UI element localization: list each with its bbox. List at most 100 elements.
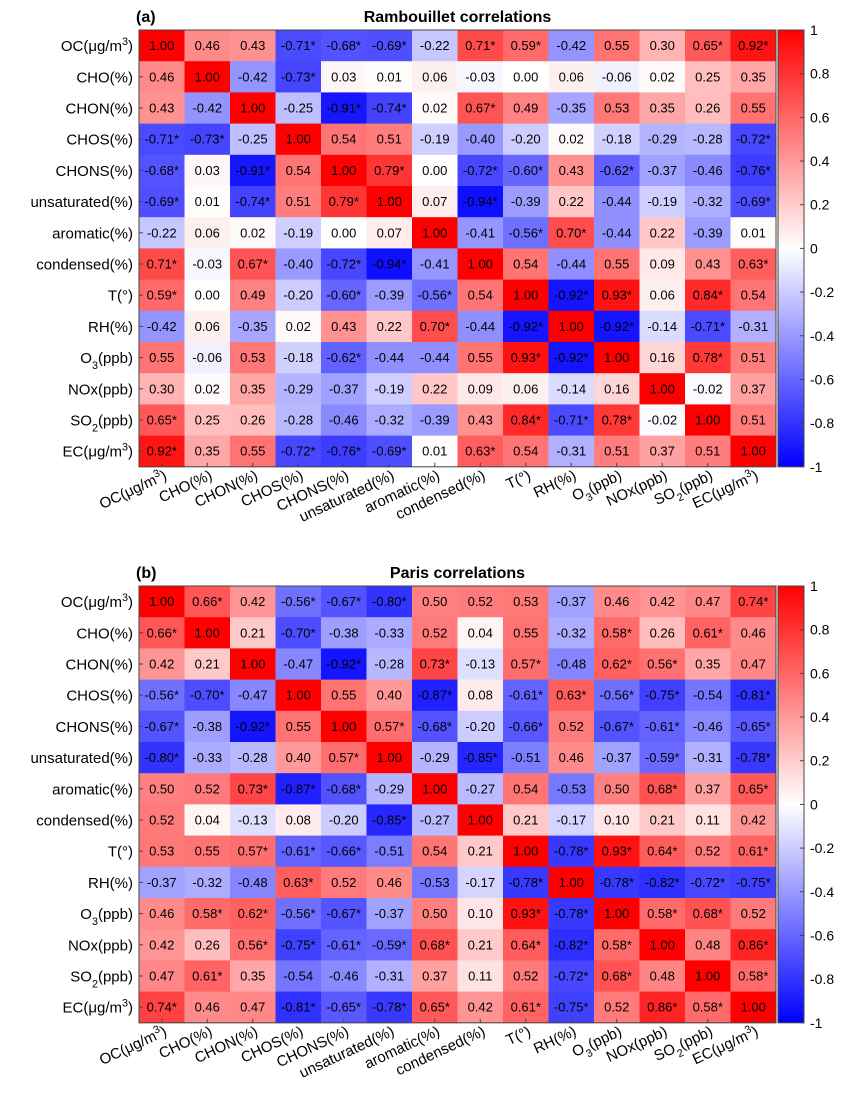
cell-value-label: -0.66* <box>508 719 543 734</box>
heatmap-cell <box>548 404 595 436</box>
cell-value-label: 0.55 <box>604 38 629 53</box>
row-label: RH(%) <box>88 875 133 892</box>
row-label: CHON(%) <box>66 657 134 674</box>
chart-title: Rambouillet correlations <box>364 9 552 26</box>
cell-value-label: -0.38 <box>192 719 222 734</box>
cell-value-label: 0.63* <box>738 257 768 272</box>
heatmap-cell <box>366 248 413 280</box>
heatmap-cell <box>457 991 504 1024</box>
row-label: RH(%) <box>88 319 133 336</box>
cell-value-label: -0.72* <box>326 257 361 272</box>
heatmap-cell <box>457 773 504 805</box>
cell-value-label: 0.46 <box>149 69 174 84</box>
cell-value-label: 0.65* <box>693 38 723 53</box>
cell-value-label: -0.61* <box>508 688 543 703</box>
heatmap-cell <box>366 773 413 805</box>
heatmap-cell <box>639 123 686 156</box>
cell-value-label: 0.46 <box>559 750 584 765</box>
heatmap-cell <box>548 835 595 868</box>
heatmap-cell <box>275 435 322 468</box>
cell-value-label: -0.69* <box>736 194 771 209</box>
heatmap-cell <box>230 960 276 992</box>
heatmap-cell <box>730 960 777 992</box>
cell-value-label: -0.42 <box>147 319 177 334</box>
heatmap-cell <box>594 866 640 899</box>
cell-value-label: 0.59* <box>511 38 541 53</box>
cell-value-label: 0.92* <box>738 38 768 53</box>
cell-value-label: 0.65* <box>420 1000 450 1015</box>
heatmap-cell <box>321 217 367 249</box>
cell-value-label: -0.02 <box>647 413 677 428</box>
cell-value-label: 0.46 <box>377 875 402 890</box>
heatmap-cell <box>503 248 549 280</box>
heatmap-cell <box>685 310 731 343</box>
cell-value-label: -0.78* <box>508 875 543 890</box>
cell-value-label: -0.76* <box>736 163 771 178</box>
heatmap-cell <box>139 154 185 187</box>
heatmap-cell <box>639 586 686 618</box>
heatmap-cell <box>321 742 367 774</box>
heatmap-cell <box>730 248 777 280</box>
heatmap-cell <box>685 960 731 992</box>
heatmap-cell <box>548 742 595 774</box>
colorbar-tick-label: -1 <box>810 459 823 475</box>
cell-value-label: 1.00 <box>741 444 766 459</box>
heatmap-cell <box>412 742 458 774</box>
cell-value-label: 0.06 <box>195 225 220 240</box>
heatmap-cell <box>548 929 595 961</box>
cell-value-label: -0.69* <box>372 444 407 459</box>
cell-value-label: 0.61* <box>511 1000 541 1015</box>
heatmap-cell <box>594 679 640 712</box>
heatmap-cell <box>139 217 185 249</box>
heatmap-cell <box>503 123 549 156</box>
heatmap-cell <box>594 804 640 836</box>
cell-value-label: 0.37 <box>741 381 766 396</box>
cell-value-label: -0.82* <box>645 875 680 890</box>
heatmap-cell <box>139 586 185 618</box>
cell-value-label: -0.94* <box>372 257 407 272</box>
heatmap-cell <box>548 279 595 312</box>
cell-value-label: -0.19 <box>420 132 450 147</box>
heatmap-cell <box>275 279 322 312</box>
cell-value-label: 0.52 <box>149 813 174 828</box>
cell-value-label: -0.20 <box>283 288 313 303</box>
cell-value-label: 1.00 <box>650 381 675 396</box>
cell-value-label: 0.54 <box>513 781 538 796</box>
cell-value-label: -0.25 <box>238 132 268 147</box>
heatmap-cell <box>366 279 413 312</box>
row-label: SO2(ppb) <box>70 969 133 991</box>
cell-value-label: 0.71* <box>465 38 495 53</box>
cell-value-label: 0.06 <box>513 381 538 396</box>
heatmap-cell <box>503 30 549 62</box>
cell-value-label: -0.67* <box>326 594 361 609</box>
heatmap-cell <box>366 586 413 618</box>
heatmap-cell <box>457 92 504 124</box>
cell-value-label: 0.66* <box>192 594 222 609</box>
heatmap-cell <box>230 217 276 249</box>
heatmap-cell <box>503 866 549 899</box>
cell-value-label: 0.51 <box>741 350 766 365</box>
cell-value-label: 0.10 <box>468 906 493 921</box>
cell-value-label: 0.51 <box>377 132 402 147</box>
heatmap-cell <box>639 92 686 124</box>
cell-value-label: -0.71* <box>281 38 316 53</box>
row-label: NOx(ppb) <box>68 937 133 954</box>
cell-value-label: -0.56* <box>281 906 316 921</box>
cell-value-label: 0.57* <box>329 750 359 765</box>
heatmap-cell <box>685 373 731 405</box>
cell-value-label: -0.85* <box>463 750 498 765</box>
colorbar-tick-label: 0.6 <box>810 665 830 681</box>
row-label: CHONS(%) <box>56 719 134 736</box>
heatmap-cell <box>639 742 686 774</box>
cell-value-label: -0.67* <box>144 719 179 734</box>
heatmap-cell <box>457 248 504 280</box>
cell-value-label: -0.72* <box>690 875 725 890</box>
cell-value-label: -0.56* <box>417 288 452 303</box>
cell-value-label: 0.65* <box>147 413 177 428</box>
heatmap-cell <box>139 929 185 961</box>
cell-value-label: 0.67* <box>238 257 268 272</box>
heatmap-cell <box>275 679 322 712</box>
cell-value-label: 1.00 <box>513 288 538 303</box>
colorbar-tick-label: -0.2 <box>810 284 834 300</box>
